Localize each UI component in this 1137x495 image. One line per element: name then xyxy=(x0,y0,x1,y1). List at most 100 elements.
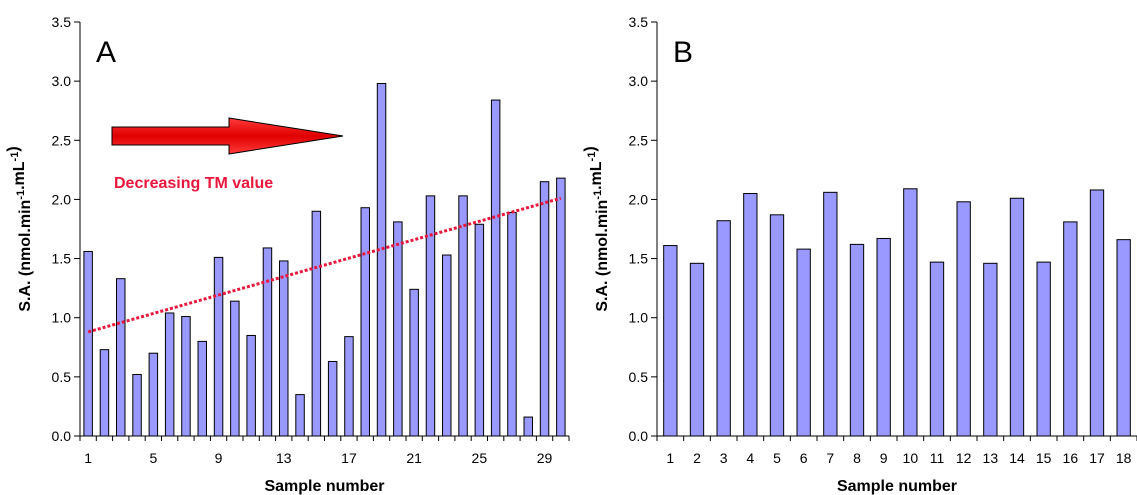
bar xyxy=(246,334,256,437)
x-tick-label: 5 xyxy=(149,450,157,466)
chart-panel-a: 0.0 0.5 1.0 1.5 2.0 2.5 3.0 3.5 1 5 9 13 17 21 25 29 Sam… xyxy=(5,14,570,495)
x-tick-label: 25 xyxy=(472,450,488,466)
y-axis-label-superscript: -1 xyxy=(9,152,21,162)
bar xyxy=(164,312,175,437)
y-axis-label-superscript: -1 xyxy=(592,190,604,200)
x-tick-label: 17 xyxy=(1089,450,1105,466)
bar xyxy=(796,248,811,437)
bar xyxy=(876,237,891,437)
y-tick-label: 2.0 xyxy=(629,191,649,207)
x-tick-label: 3 xyxy=(720,450,728,466)
bar xyxy=(148,352,159,437)
y-tick-label: 0.5 xyxy=(52,369,72,385)
bar xyxy=(663,245,678,437)
y-axis-label: S.A. (nmol.min-1.mL-1) xyxy=(5,146,34,311)
y-axis-label-part: S.A. (nmol.min xyxy=(594,200,611,312)
x-tick-label: 13 xyxy=(983,450,999,466)
bar xyxy=(956,201,971,437)
bar xyxy=(262,247,273,437)
y-tick-label: 1.5 xyxy=(629,251,649,267)
x-tick-label: 29 xyxy=(537,450,553,466)
y-tick-label: 0.0 xyxy=(629,428,649,444)
bar xyxy=(295,394,305,437)
bar xyxy=(556,177,566,437)
bar xyxy=(442,254,452,437)
panel-letter: A xyxy=(96,36,116,69)
y-tick-label: 0.5 xyxy=(629,369,649,385)
x-tick-label: 2 xyxy=(693,450,701,466)
y-axis-label-part: .mL xyxy=(11,161,28,190)
x-tick-label: 6 xyxy=(800,450,808,466)
bar xyxy=(983,262,998,437)
y-tick-label: 2.0 xyxy=(52,191,72,207)
x-axis-label: Sample number xyxy=(837,478,957,495)
bar xyxy=(360,207,370,437)
x-tick-label: 14 xyxy=(1009,450,1025,466)
bar xyxy=(181,316,191,437)
trend-line xyxy=(87,196,562,334)
bar xyxy=(393,221,403,437)
y-tick-label: 3.5 xyxy=(629,14,649,30)
bar xyxy=(327,360,338,437)
x-tick-label: 5 xyxy=(773,450,781,466)
x-tick-label: 15 xyxy=(1036,450,1052,466)
y-tick-label: 2.5 xyxy=(52,132,72,148)
y-tick-label: 3.0 xyxy=(52,73,72,89)
bar xyxy=(507,211,517,437)
y-axis-label-part: S.A. (nmol.min xyxy=(17,200,34,312)
y-tick-label: 1.0 xyxy=(629,310,649,326)
bar xyxy=(83,250,93,437)
x-tick-label: 8 xyxy=(853,450,861,466)
bar xyxy=(425,195,436,437)
x-tick-label: 4 xyxy=(746,450,754,466)
bar xyxy=(376,83,387,437)
bar xyxy=(458,195,468,437)
y-tick-label: 1.5 xyxy=(52,251,72,267)
bar xyxy=(539,181,550,437)
y-axis-label-part: .mL xyxy=(588,161,605,190)
bar xyxy=(716,220,731,437)
bar xyxy=(311,210,322,437)
x-tick-label: 1 xyxy=(84,450,92,466)
bar xyxy=(344,336,354,437)
bar xyxy=(116,278,126,437)
bar xyxy=(689,262,705,437)
chart-panel-b: 0.00.51.01.52.02.53.03.51 2 3 4 5 6 7 8 9 10 11 12 1… xyxy=(582,14,1137,495)
y-tick-label: 0.0 xyxy=(52,428,72,444)
bar xyxy=(279,260,289,437)
annotation-text: Decreasing TM value xyxy=(114,175,273,192)
bar xyxy=(743,193,758,437)
x-tick-label: 12 xyxy=(956,450,972,466)
y-axis-label: S.A. (nmol.min-1.mL-1) xyxy=(582,146,611,311)
x-tick-label: 16 xyxy=(1063,450,1079,466)
x-tick-label: 10 xyxy=(903,450,919,466)
bar xyxy=(903,188,918,437)
bar xyxy=(1036,261,1051,437)
y-axis-label-part: ) xyxy=(582,146,599,151)
bar xyxy=(849,243,865,437)
y-tick-label: 1.0 xyxy=(52,310,72,326)
x-tick-label: 9 xyxy=(215,450,223,466)
x-tick-label: 17 xyxy=(341,450,357,466)
direction-arrow xyxy=(111,117,344,155)
bar xyxy=(929,261,945,437)
bar xyxy=(1063,221,1078,437)
bar xyxy=(823,191,838,437)
x-tick-label: 7 xyxy=(826,450,834,466)
y-tick-label: 3.5 xyxy=(52,14,72,30)
panel-letter: B xyxy=(673,36,693,69)
x-tick-label: 21 xyxy=(406,450,422,466)
bar xyxy=(490,99,501,437)
bar xyxy=(1116,239,1131,437)
y-axis-label-superscript: -1 xyxy=(586,152,598,162)
bar xyxy=(409,288,419,437)
x-tick-label: 1 xyxy=(666,450,674,466)
bar xyxy=(769,214,785,437)
x-tick-label: 11 xyxy=(930,450,945,466)
y-axis-label-superscript: -1 xyxy=(15,190,27,200)
x-tick-label: 13 xyxy=(276,450,292,466)
y-tick-label: 2.5 xyxy=(629,132,649,148)
x-tick-label: 9 xyxy=(880,450,888,466)
bar xyxy=(474,223,485,437)
